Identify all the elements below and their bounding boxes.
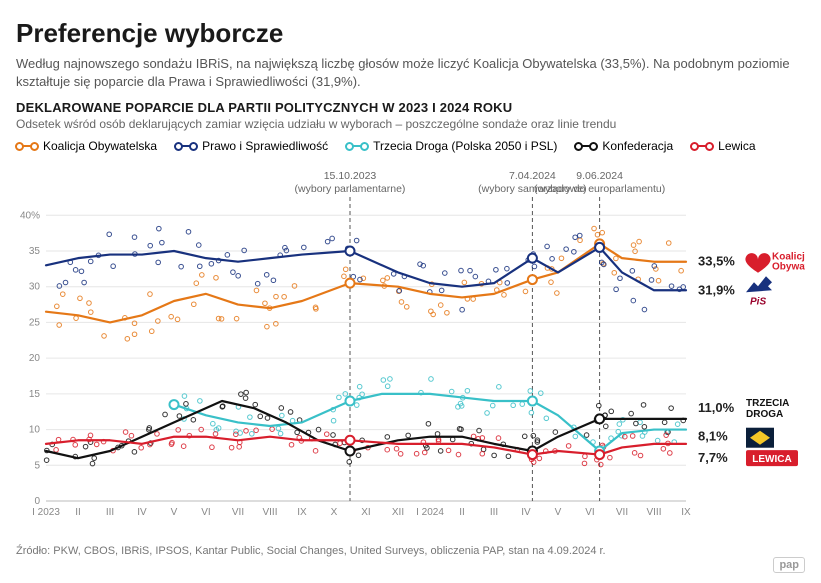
svg-text:(wybory parlamentarne): (wybory parlamentarne) [295,183,406,195]
pap-logo: pap [773,557,805,573]
chart: 0510152025303540%I 2023IIIIIIVVVIVIIVIII… [16,159,805,539]
svg-text:20: 20 [29,353,41,364]
svg-text:VII: VII [616,507,628,518]
svg-text:XII: XII [392,507,404,518]
svg-text:VIII: VIII [262,507,277,518]
svg-text:25: 25 [29,318,41,329]
svg-text:III: III [106,507,114,518]
svg-text:VI: VI [585,507,594,518]
legend-swatch [346,145,368,147]
legend-swatch [575,145,597,147]
svg-text:8,1%: 8,1% [698,429,728,444]
svg-text:IX: IX [681,507,691,518]
svg-text:III: III [490,507,498,518]
page-title: Preferencje wyborcze [16,18,805,49]
svg-text:LEWICA: LEWICA [752,454,791,465]
legend-label: Koalicja Obywatelska [43,139,157,153]
source-footer: Źródło: PKW, CBOS, IBRiS, IPSOS, Kantar … [16,545,805,557]
svg-text:V: V [171,507,178,518]
svg-text:9.06.2024: 9.06.2024 [576,170,623,182]
svg-text:IX: IX [297,507,307,518]
legend-label: Konfederacja [602,139,673,153]
svg-text:I 2024: I 2024 [416,507,444,518]
legend-swatch [16,145,38,147]
svg-text:0: 0 [34,496,40,507]
svg-text:IV: IV [137,507,147,518]
legend-item: Koalicja Obywatelska [16,139,157,153]
svg-text:V: V [555,507,562,518]
svg-text:40%: 40% [20,210,40,221]
section-title: DEKLAROWANE POPARCIE DLA PARTII POLITYCZ… [16,100,805,115]
legend-label: Prawo i Sprawiedliwość [202,139,328,153]
svg-text:10: 10 [29,425,41,436]
svg-text:VII: VII [232,507,244,518]
legend: Koalicja Obywatelska Prawo i Sprawiedliwo… [16,139,805,153]
legend-swatch [691,145,713,147]
svg-text:VIII: VIII [646,507,661,518]
svg-text:X: X [331,507,338,518]
legend-item: Konfederacja [575,139,673,153]
svg-text:11,0%: 11,0% [698,400,735,415]
svg-text:I 2023: I 2023 [32,507,60,518]
legend-swatch [175,145,197,147]
svg-text:VI: VI [201,507,210,518]
svg-text:PiS: PiS [750,296,766,307]
legend-item: Lewica [691,139,755,153]
svg-text:31,9%: 31,9% [698,282,735,297]
svg-text:7,7%: 7,7% [698,450,728,465]
section-subtitle: Odsetek wśród osób deklarujących zamiar … [16,117,805,131]
svg-text:Obywatelska: Obywatelska [772,262,805,273]
svg-text:XI: XI [361,507,370,518]
svg-text:DROGA: DROGA [746,409,783,420]
legend-item: Trzecia Droga (Polska 2050 i PSL) [346,139,557,153]
svg-text:(wybory do europarlamentu): (wybory do europarlamentu) [534,183,665,195]
legend-item: Prawo i Sprawiedliwość [175,139,328,153]
svg-text:35: 35 [29,246,41,257]
legend-label: Trzecia Droga (Polska 2050 i PSL) [373,139,557,153]
svg-text:7.04.2024: 7.04.2024 [509,170,556,182]
svg-text:5: 5 [34,460,40,471]
svg-text:30: 30 [29,282,41,293]
svg-text:33,5%: 33,5% [698,254,735,269]
svg-text:II: II [459,507,465,518]
svg-text:TRZECIA: TRZECIA [746,398,789,409]
svg-text:IV: IV [521,507,531,518]
svg-text:15.10.2023: 15.10.2023 [324,170,377,182]
svg-text:15: 15 [29,389,41,400]
page-subtitle: Według najnowszego sondażu IBRiS, na naj… [16,55,805,90]
legend-label: Lewica [718,139,755,153]
chart-svg: 0510152025303540%I 2023IIIIIIVVVIVIIVIII… [16,159,805,539]
svg-text:II: II [75,507,81,518]
